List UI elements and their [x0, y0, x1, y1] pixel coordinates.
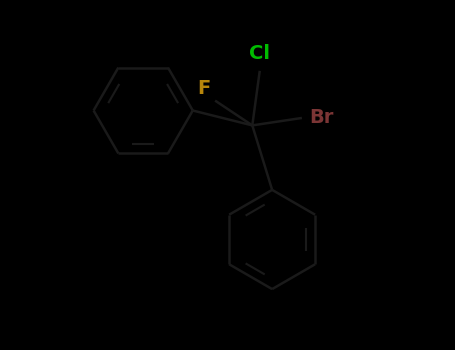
Text: F: F — [197, 79, 210, 98]
Text: Cl: Cl — [249, 44, 270, 63]
Text: Br: Br — [309, 108, 334, 127]
